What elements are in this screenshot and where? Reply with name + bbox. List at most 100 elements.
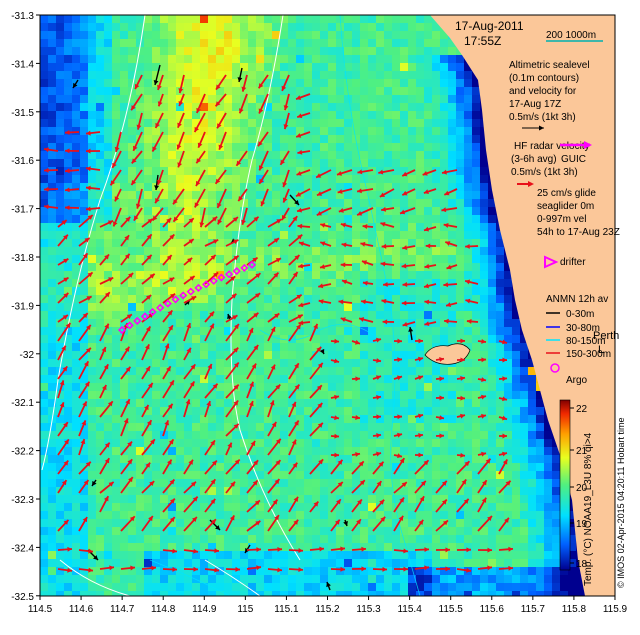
sst-cell: [264, 127, 272, 135]
sst-cell: [88, 359, 96, 367]
sst-cell: [344, 95, 352, 103]
sst-cell: [112, 487, 120, 495]
sst-cell: [184, 119, 192, 127]
sst-cell: [64, 527, 72, 535]
sst-cell: [216, 47, 224, 55]
sst-cell: [80, 151, 88, 159]
sst-cell: [304, 247, 312, 255]
sst-cell: [168, 487, 176, 495]
sst-cell: [312, 71, 320, 79]
sst-cell: [112, 439, 120, 447]
sst-cell: [296, 439, 304, 447]
sst-cell: [64, 471, 72, 479]
sst-cell: [328, 287, 336, 295]
sst-cell: [400, 591, 408, 599]
sst-cell: [224, 55, 232, 63]
sst-cell: [168, 79, 176, 87]
sst-cell: [360, 431, 368, 439]
sst-cell: [128, 543, 136, 551]
sst-cell: [96, 31, 104, 39]
sst-cell: [168, 111, 176, 119]
sst-cell: [296, 183, 304, 191]
sst-cell: [264, 551, 272, 559]
sst-cell: [72, 463, 80, 471]
sst-cell: [216, 295, 224, 303]
sst-cell: [408, 63, 416, 71]
sst-cell: [224, 79, 232, 87]
sst-cell: [128, 31, 136, 39]
sst-cell: [96, 175, 104, 183]
sst-cell: [112, 87, 120, 95]
sst-cell: [104, 511, 112, 519]
sst-cell: [376, 183, 384, 191]
sst-cell: [232, 55, 240, 63]
sst-cell: [432, 367, 440, 375]
sst-cell: [72, 119, 80, 127]
sst-cell: [376, 135, 384, 143]
sst-cell: [424, 87, 432, 95]
sst-cell: [504, 303, 512, 311]
sst-cell: [432, 407, 440, 415]
sst-cell: [312, 15, 320, 23]
sst-cell: [256, 399, 264, 407]
sst-cell: [424, 103, 432, 111]
sst-cell: [192, 423, 200, 431]
sst-cell: [280, 247, 288, 255]
sst-cell: [296, 279, 304, 287]
sst-cell: [304, 423, 312, 431]
sst-cell: [456, 63, 464, 71]
sst-cell: [336, 183, 344, 191]
sst-cell: [240, 255, 248, 263]
sst-cell: [40, 287, 48, 295]
sst-cell: [256, 223, 264, 231]
sst-cell: [368, 511, 376, 519]
sst-cell: [400, 503, 408, 511]
sst-cell: [384, 39, 392, 47]
sst-cell: [240, 399, 248, 407]
sst-cell: [112, 583, 120, 591]
sst-cell: [232, 559, 240, 567]
sst-cell: [96, 543, 104, 551]
sst-cell: [112, 519, 120, 527]
sst-cell: [368, 159, 376, 167]
sst-cell: [496, 263, 504, 271]
sst-cell: [552, 471, 560, 479]
sst-cell: [448, 231, 456, 239]
sst-cell: [88, 495, 96, 503]
sst-cell: [248, 495, 256, 503]
sst-cell: [336, 383, 344, 391]
sst-cell: [240, 351, 248, 359]
sst-cell: [480, 311, 488, 319]
sst-cell: [392, 39, 400, 47]
sst-cell: [48, 295, 56, 303]
sst-cell: [384, 407, 392, 415]
sst-cell: [384, 175, 392, 183]
sst-cell: [544, 543, 552, 551]
sst-cell: [528, 511, 536, 519]
sst-cell: [456, 71, 464, 79]
sst-cell: [224, 551, 232, 559]
sst-cell: [432, 455, 440, 463]
sst-cell: [400, 223, 408, 231]
sst-cell: [472, 551, 480, 559]
sst-cell: [96, 271, 104, 279]
sst-cell: [312, 535, 320, 543]
sst-cell: [352, 231, 360, 239]
sst-cell: [144, 23, 152, 31]
sst-cell: [544, 439, 552, 447]
sst-cell: [224, 119, 232, 127]
sst-cell: [344, 159, 352, 167]
sst-cell: [528, 431, 536, 439]
sst-cell: [80, 71, 88, 79]
sst-cell: [104, 127, 112, 135]
sst-cell: [336, 551, 344, 559]
sst-cell: [392, 439, 400, 447]
sst-cell: [488, 359, 496, 367]
sst-cell: [208, 575, 216, 583]
sst-cell: [416, 183, 424, 191]
sst-cell: [224, 63, 232, 71]
sst-cell: [392, 71, 400, 79]
sst-cell: [320, 551, 328, 559]
sst-cell: [256, 359, 264, 367]
sst-cell: [160, 383, 168, 391]
